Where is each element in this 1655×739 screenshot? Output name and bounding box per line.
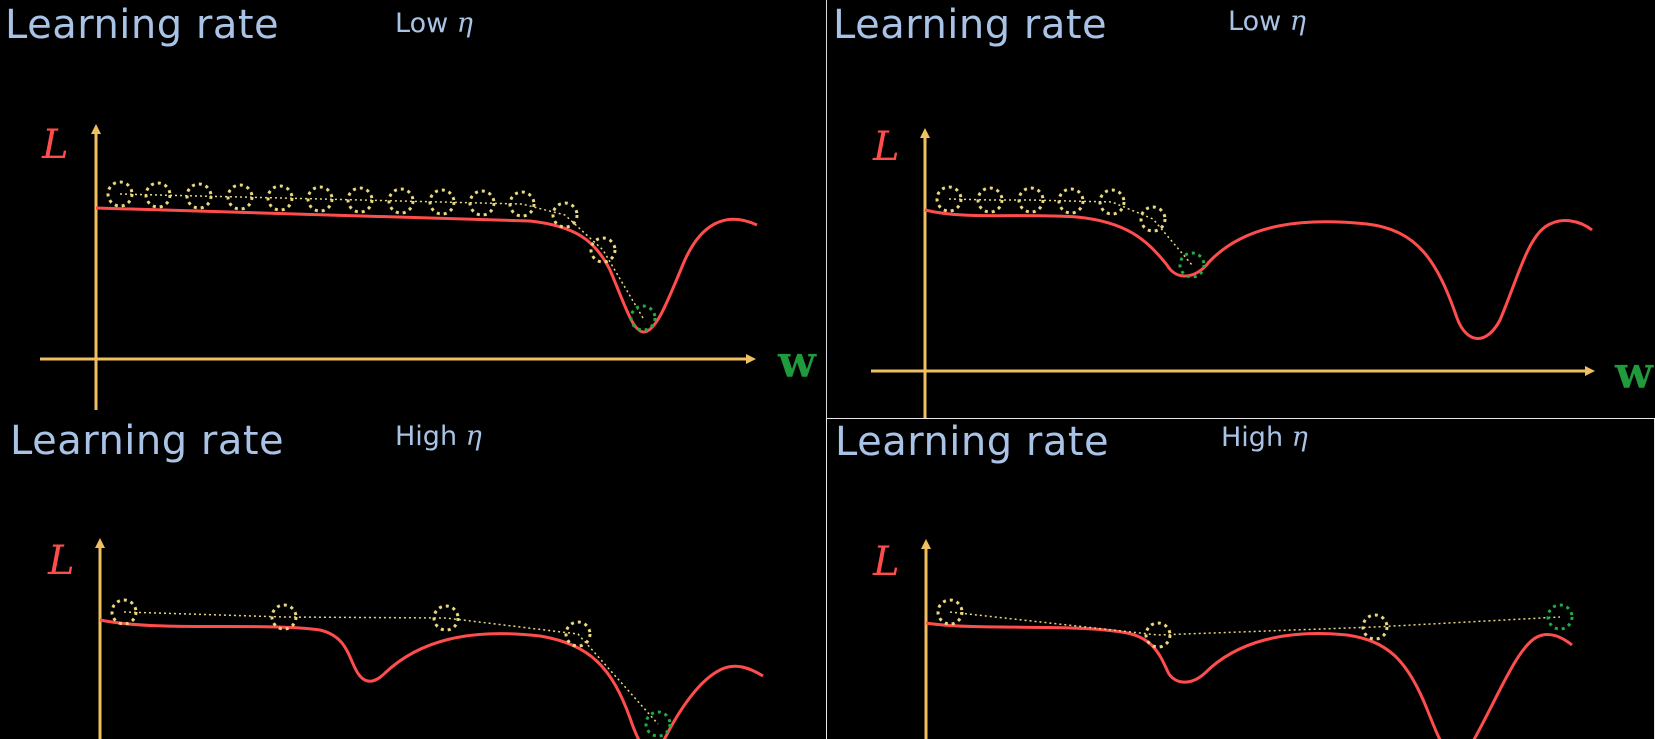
panel-low-eta-local-minimum: Learning rate Low η L w [826,0,1655,418]
step-markers [936,598,1574,649]
loss-curve [924,208,1593,340]
step-path [949,611,1561,636]
subtitle-text: Low [395,8,449,39]
step-markers [110,598,672,738]
step-marker [936,598,964,626]
step-marker [266,184,294,212]
y-axis-label: L [872,539,900,585]
eta-symbol: η [456,8,473,39]
panel-high-eta-jump: Learning rate High η L [826,418,1655,739]
loss-curve [925,621,1573,739]
eta-symbol: η [1289,6,1306,37]
panel-subtitle: Low η [1228,6,1306,37]
loss-diagram: L w [871,124,1654,418]
step-marker [1057,187,1085,215]
step-marker [270,603,298,631]
step-marker [428,188,456,216]
panel-title: Learning rate [10,418,285,464]
step-markers [935,185,1206,279]
panel-title: Learning rate [833,2,1108,48]
final-step-marker [1178,251,1206,279]
step-marker [508,190,536,218]
step-marker [110,598,138,626]
step-marker [387,187,415,215]
step-marker [1017,186,1045,214]
step-marker [935,185,963,213]
loss-diagram: L [47,538,764,739]
panel-title: Learning rate [5,2,280,48]
x-axis [40,354,756,364]
step-marker [185,182,213,210]
step-path [119,193,644,319]
loss-diagram: L [872,539,1574,739]
y-axis [91,124,101,410]
step-marker [1139,205,1167,233]
y-axis-label: L [41,122,69,168]
panel-title: Learning rate [835,419,1110,465]
subtitle-text: High [1221,422,1284,453]
y-axis-label: L [872,124,900,170]
panel-subtitle: High η [395,421,482,452]
loss-curve [99,618,764,739]
x-axis-label: w [777,337,817,388]
eta-symbol: η [1291,422,1308,453]
y-axis-label: L [47,538,75,584]
step-marker [1144,621,1172,649]
step-marker [306,185,334,213]
y-axis [920,128,930,418]
step-path [123,611,659,725]
loss-curve [95,206,758,334]
step-marker [346,186,374,214]
eta-symbol: η [465,421,482,452]
panel-subtitle: High η [1221,422,1308,453]
step-marker [106,180,134,208]
step-marker [564,620,592,648]
step-path [948,198,1193,266]
step-marker [589,236,617,264]
final-step-marker [644,710,672,738]
x-axis [871,366,1595,376]
subtitle-text: Low [1228,6,1282,37]
subtitle-text: High [395,421,458,452]
step-marker [226,183,254,211]
step-marker [432,604,460,632]
step-marker [1098,188,1126,216]
panel-subtitle: Low η [395,8,473,39]
x-axis-label: w [1614,348,1654,399]
y-axis [95,538,105,739]
final-step-marker [1546,603,1574,631]
step-marker [551,201,579,229]
step-marker [468,189,496,217]
step-marker [1361,613,1389,641]
panel-high-eta-overshoot: Learning rate High η L [0,418,826,739]
loss-diagram: L w [40,122,817,410]
step-markers [106,180,657,332]
final-step-marker [629,304,657,332]
step-marker [144,181,172,209]
step-marker [976,186,1004,214]
y-axis [921,539,931,739]
panel-low-eta-single-minimum: Learning rate Low η L w [0,0,826,418]
